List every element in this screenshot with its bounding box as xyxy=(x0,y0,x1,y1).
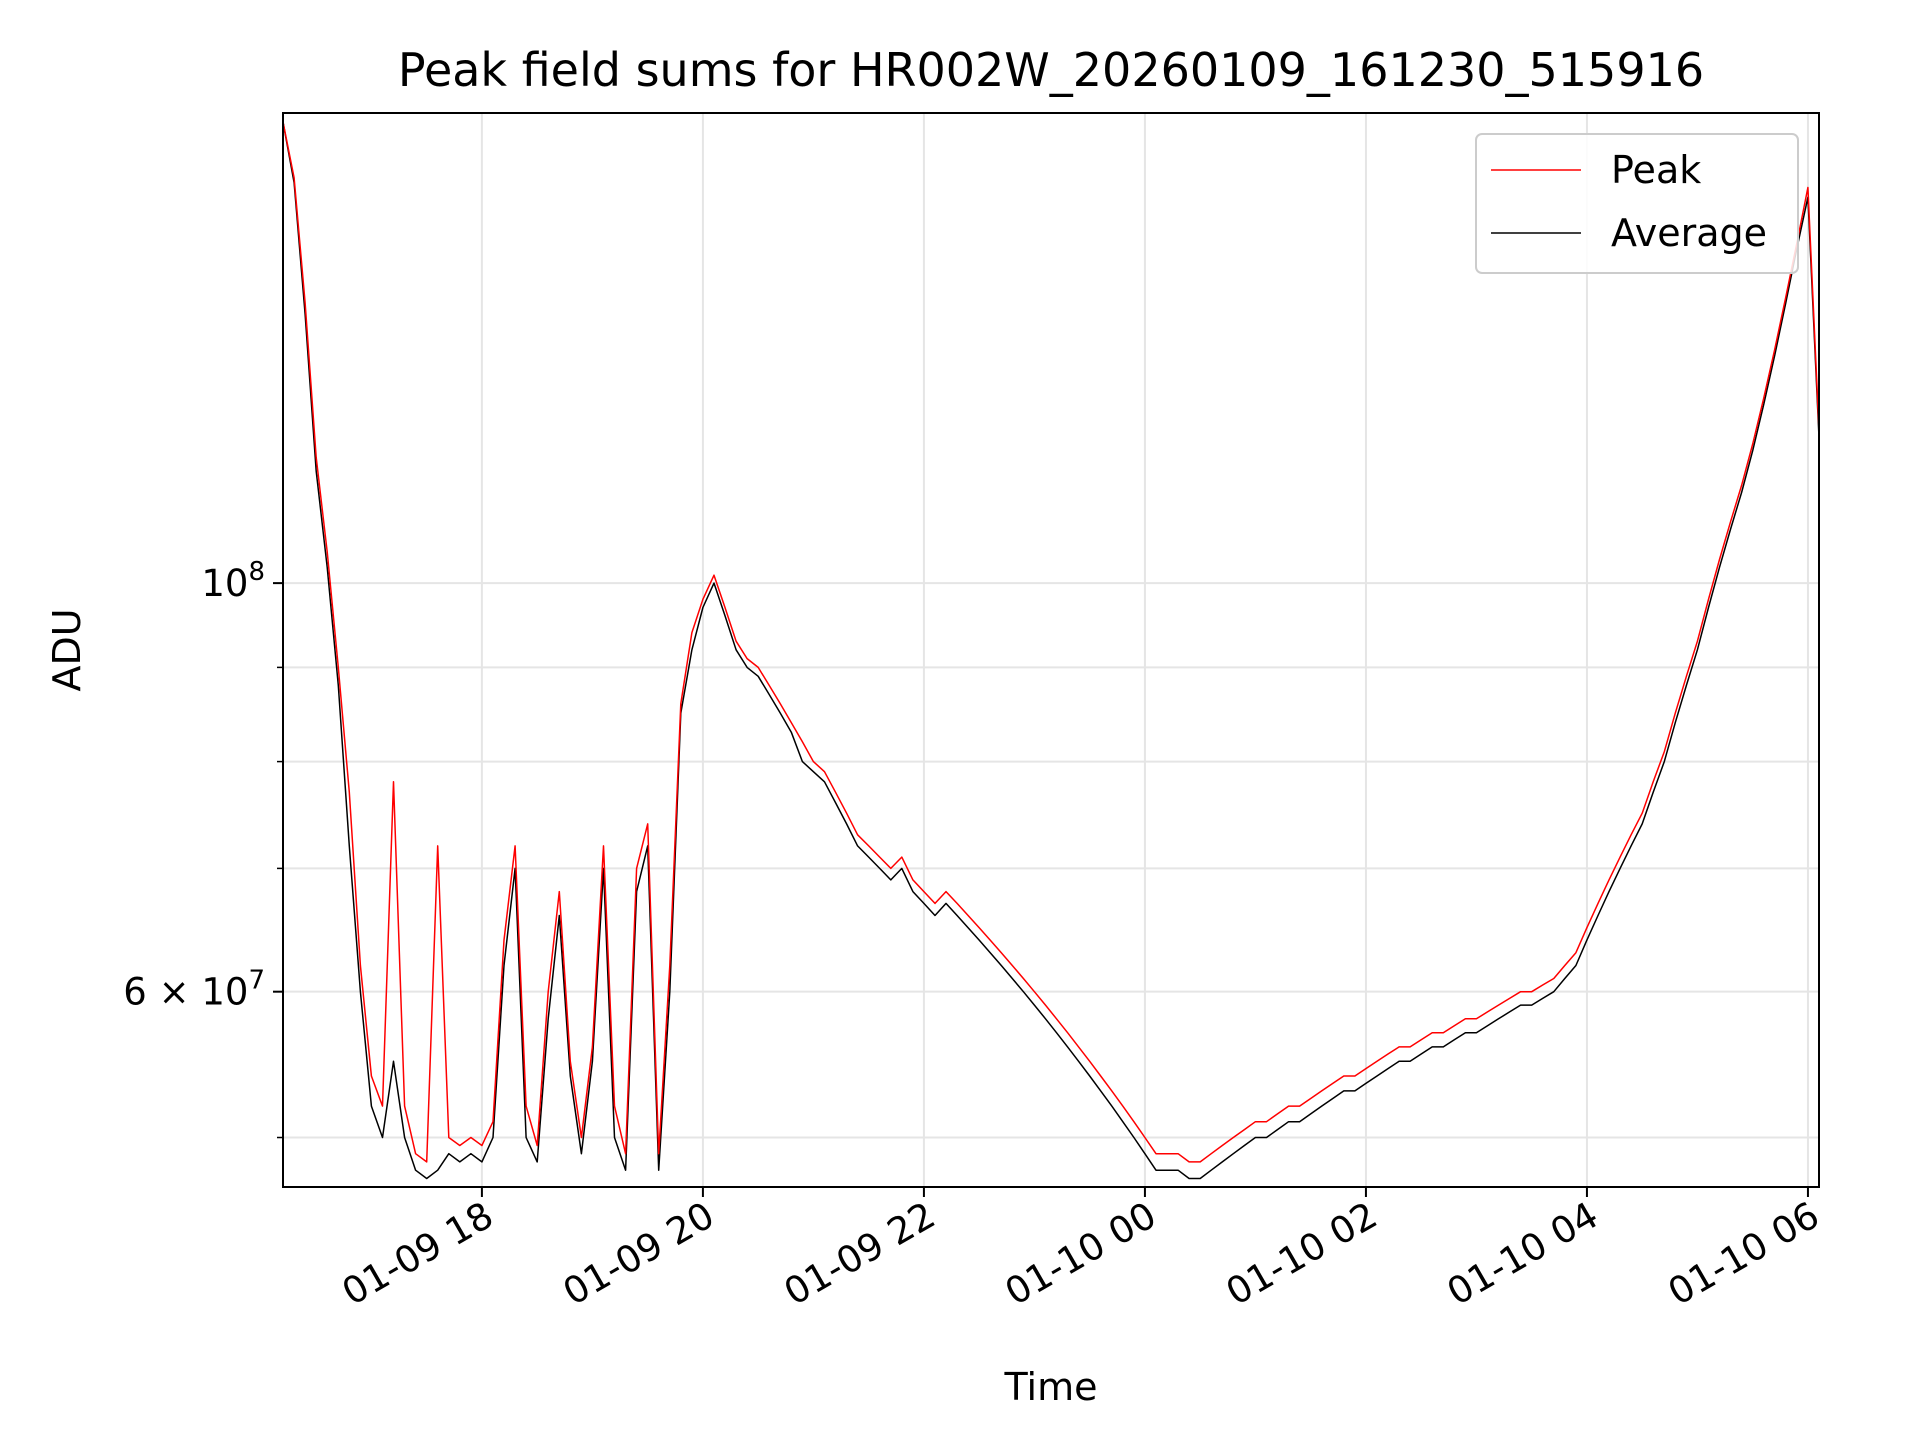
series-average-line xyxy=(282,121,1820,1180)
legend-average-label: Average xyxy=(1611,211,1767,255)
legend-peak-label: Peak xyxy=(1611,148,1701,192)
chart-title: Peak field sums for HR002W_20260109_1612… xyxy=(398,43,1704,97)
y-axis-ticks: 108 6 × 107 xyxy=(123,557,283,1139)
series-peak-layer xyxy=(282,121,1820,1163)
legend: Peak Average xyxy=(1475,133,1799,274)
y-tick-label: 6 × 107 xyxy=(123,966,265,1014)
y-tick-label: 108 xyxy=(201,557,265,605)
plot-frame xyxy=(282,112,1820,1188)
x-axis-label: Time xyxy=(1004,1365,1098,1409)
legend-box xyxy=(1475,133,1799,274)
y-axis-label: ADU xyxy=(45,608,89,691)
series-average-layer xyxy=(282,121,1820,1180)
series-peak-line xyxy=(282,121,1820,1163)
